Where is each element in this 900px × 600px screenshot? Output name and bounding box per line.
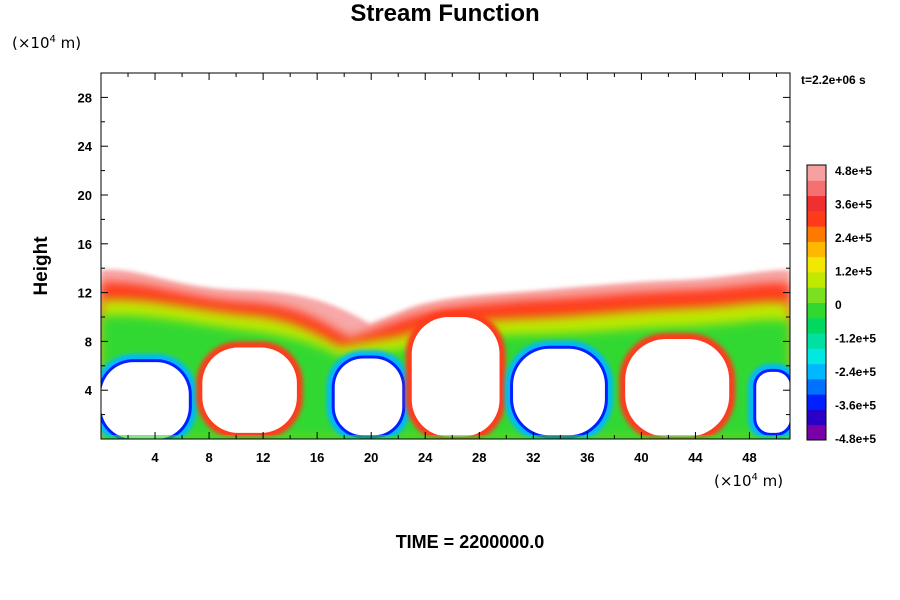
colorbar-segment bbox=[807, 180, 826, 197]
colorbar-segment bbox=[807, 287, 826, 303]
colorbar-label: 1.2e+5 bbox=[835, 265, 872, 279]
colorbar-label: 2.4e+5 bbox=[835, 231, 872, 245]
colorbar-segment bbox=[807, 256, 826, 273]
negative-cell-core bbox=[513, 348, 605, 436]
x-tick-label: 8 bbox=[205, 450, 212, 465]
x-tick-label: 16 bbox=[310, 450, 324, 465]
colorbar-segment bbox=[807, 378, 826, 395]
colorbar-segment bbox=[807, 302, 826, 319]
y-tick-label: 24 bbox=[78, 139, 93, 154]
colorbar-segment bbox=[807, 424, 826, 441]
chart-title: Stream Function bbox=[350, 0, 540, 27]
plot-frame bbox=[100, 72, 791, 440]
colorbar-frame bbox=[806, 164, 827, 441]
colorbar-segment bbox=[807, 363, 826, 380]
x-tick-label: 4 bbox=[151, 450, 159, 465]
y-tick-label: 4 bbox=[85, 383, 93, 398]
x-tick-label: 40 bbox=[634, 450, 648, 465]
contour-field bbox=[101, 269, 790, 439]
colorbar-label: 3.6e+5 bbox=[835, 198, 872, 212]
y-axis-unit: (×104 m) bbox=[12, 34, 82, 52]
colorbar: 4.8e+5 3.6e+5 2.4e+5 1.2e+5 0 -1.2e+5 -2.4e+5 -… bbox=[806, 164, 876, 446]
x-tick-label: 36 bbox=[580, 450, 594, 465]
time-footer: TIME = 2200000.0 bbox=[395, 532, 545, 552]
colorbar-segment bbox=[807, 210, 826, 227]
colorbar-label: 4.8e+5 bbox=[835, 164, 872, 178]
x-tick-label: 12 bbox=[256, 450, 270, 465]
colorbar-label: -1.2e+5 bbox=[835, 332, 876, 346]
x-tick-label: 48 bbox=[742, 450, 756, 465]
x-tick-label: 24 bbox=[418, 450, 433, 465]
time-stamp-label: t=2.2e+06 s bbox=[801, 73, 866, 87]
colorbar-label: -4.8e+5 bbox=[835, 432, 876, 446]
colorbar-label: -2.4e+5 bbox=[835, 365, 876, 379]
y-tick-label: 16 bbox=[78, 237, 92, 252]
colorbar-segment bbox=[807, 241, 826, 258]
y-tick-label: 28 bbox=[78, 90, 92, 105]
y-tick-label: 12 bbox=[78, 286, 92, 301]
negative-cell-core bbox=[334, 358, 403, 436]
x-tick-label: 44 bbox=[688, 450, 703, 465]
colorbar-label: -3.6e+5 bbox=[835, 399, 876, 413]
negative-cell-core bbox=[756, 371, 790, 433]
positive-cell-core bbox=[625, 338, 730, 437]
colorbar-segment bbox=[807, 348, 826, 365]
x-axis-unit: (×104 m) bbox=[714, 472, 784, 490]
colorbar-segment bbox=[807, 394, 826, 410]
colorbar-segment bbox=[807, 226, 826, 242]
x-tick-label: 28 bbox=[472, 450, 486, 465]
colorbar-segment bbox=[807, 165, 826, 181]
colorbar-segment bbox=[807, 195, 826, 212]
ground-band bbox=[101, 435, 790, 439]
positive-cell-core bbox=[202, 347, 297, 433]
positive-cell-core bbox=[411, 317, 500, 437]
x-tick-label: 32 bbox=[526, 450, 540, 465]
colorbar-segment bbox=[807, 409, 826, 426]
colorbar-segment bbox=[807, 317, 826, 334]
negative-cell-core bbox=[101, 362, 189, 439]
x-tick-label: 20 bbox=[364, 450, 378, 465]
colorbar-segment bbox=[807, 333, 826, 349]
y-tick-label: 8 bbox=[85, 334, 92, 349]
colorbar-segment bbox=[807, 271, 826, 288]
colorbar-label: 0 bbox=[835, 298, 842, 312]
y-tick-label: 20 bbox=[78, 188, 92, 203]
